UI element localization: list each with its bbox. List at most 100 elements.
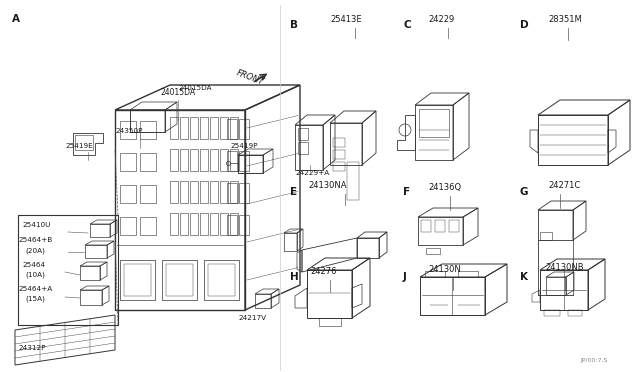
Bar [120,153,136,171]
Text: 24015DA: 24015DA [178,85,212,91]
Bar [200,181,208,203]
Bar [333,162,345,171]
Bar [220,117,228,139]
Text: 24229: 24229 [428,15,454,24]
Bar [333,138,345,147]
Text: 25419E: 25419E [65,143,93,149]
Bar [435,220,445,232]
Bar [190,181,198,203]
Bar [544,310,560,316]
Bar [230,181,238,203]
Bar [140,153,156,171]
Bar [200,117,208,139]
Text: D: D [520,20,529,30]
Bar [238,155,263,173]
Text: B: B [290,20,298,30]
Bar [190,149,198,171]
Text: (10A): (10A) [25,271,45,278]
Bar [140,185,156,203]
Text: (20A): (20A) [25,247,45,253]
Bar [170,117,178,139]
Text: FRONT: FRONT [235,69,265,87]
Bar [210,117,218,139]
Bar [220,149,228,171]
Text: E: E [290,187,297,197]
Bar [227,151,237,171]
Text: 24271C: 24271C [548,181,580,190]
Text: C: C [403,20,411,30]
Bar [130,110,165,132]
Text: JP/00:7.S: JP/00:7.S [580,358,607,363]
Text: 24130NA: 24130NA [308,181,346,190]
Text: K: K [520,272,528,282]
Bar [140,217,156,235]
Bar [180,117,188,139]
Text: 24217V: 24217V [238,315,266,321]
Bar [230,213,238,235]
Bar [239,151,249,171]
Text: G: G [520,187,529,197]
Bar [120,121,136,139]
Bar [298,128,308,140]
Bar [166,264,193,296]
Bar [170,181,178,203]
Bar [239,215,249,235]
Bar [200,213,208,235]
Bar [425,271,445,277]
Text: 24130NB: 24130NB [545,263,584,272]
Bar [230,149,238,171]
Text: 24276: 24276 [310,267,337,276]
Text: 24130N: 24130N [428,265,461,274]
Bar [120,217,136,235]
Text: (15A): (15A) [25,296,45,302]
Bar [120,260,155,300]
Bar [421,220,431,232]
Text: 25410U: 25410U [22,222,51,228]
Bar [347,162,359,200]
Text: 25419P: 25419P [230,143,257,149]
Bar [75,135,93,150]
Bar [210,149,218,171]
Text: 24350P: 24350P [115,128,143,134]
Bar [204,260,239,300]
Text: 25464: 25464 [22,262,45,268]
Bar [458,271,478,277]
Bar [208,264,235,296]
Bar [230,117,238,139]
Bar [540,232,552,240]
Text: 24229+A: 24229+A [295,170,329,176]
Text: 24015DA: 24015DA [161,88,196,97]
Bar [298,142,308,154]
Bar [180,213,188,235]
Bar [162,260,197,300]
Bar [140,121,156,139]
Bar [227,183,237,203]
Bar [200,149,208,171]
Bar [220,181,228,203]
Bar [419,109,449,137]
Bar [170,213,178,235]
Bar [180,149,188,171]
Text: 24136Q: 24136Q [428,183,461,192]
Bar [568,310,582,316]
Text: F: F [403,187,410,197]
Bar [239,183,249,203]
Bar [239,119,249,139]
Text: J: J [403,272,407,282]
Text: 24312P: 24312P [18,345,45,351]
Bar [190,117,198,139]
Bar [319,318,341,326]
Bar [210,213,218,235]
Bar [180,181,188,203]
Text: A: A [12,14,20,24]
Bar [18,215,118,325]
Bar [227,119,237,139]
Bar [170,149,178,171]
Text: 28351M: 28351M [548,15,582,24]
Text: H: H [290,272,299,282]
Bar [210,181,218,203]
Bar [220,213,228,235]
Bar [227,215,237,235]
Text: 25464+B: 25464+B [18,237,52,243]
Bar [333,150,345,159]
